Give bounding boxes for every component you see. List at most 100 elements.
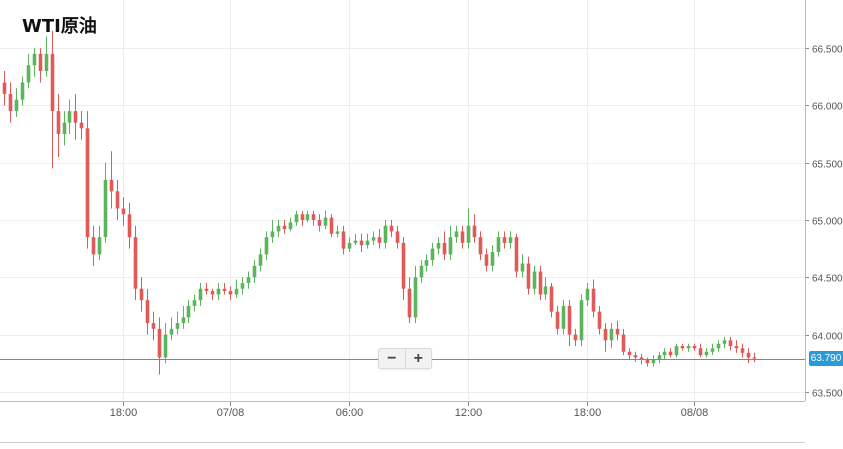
candle-body (407, 288, 412, 318)
candle (538, 265, 543, 301)
candle (127, 202, 132, 249)
y-tick-label: 66.500 (812, 45, 843, 56)
candle (633, 351, 638, 363)
candle (621, 328, 626, 356)
candle-body (282, 225, 287, 230)
candle-body (680, 346, 685, 349)
candle-body (294, 214, 299, 223)
current-price-tag: 63.790 (809, 351, 843, 366)
candle-body (442, 242, 447, 255)
candle-body (484, 254, 489, 266)
candle (734, 340, 739, 353)
candle (532, 265, 537, 295)
candle (335, 225, 340, 238)
candle-body (109, 179, 114, 192)
candle-body (38, 53, 43, 72)
candle (383, 219, 388, 249)
candle (472, 214, 477, 243)
candle (555, 305, 560, 335)
candle (371, 231, 376, 246)
candle (73, 93, 78, 140)
candle-body (371, 237, 376, 241)
candle-body (728, 340, 733, 347)
candle (686, 343, 691, 352)
candle-body (448, 237, 453, 255)
candle (198, 282, 203, 306)
candle-body (466, 225, 471, 243)
zoom-in-button[interactable]: + (404, 349, 432, 368)
candle (448, 225, 453, 261)
candle-body (532, 271, 537, 289)
candle-body (139, 288, 144, 301)
candle (585, 282, 590, 306)
candle-body (198, 288, 203, 301)
candle (424, 254, 429, 272)
candle (579, 294, 584, 347)
candle-body (216, 288, 221, 295)
candle (216, 282, 221, 301)
candle (234, 279, 239, 298)
candle-body (579, 300, 584, 341)
candle (145, 288, 150, 335)
y-tick-label: 65.000 (812, 217, 843, 228)
candle (56, 93, 61, 157)
candle-body (573, 334, 578, 341)
candle-body (514, 237, 519, 272)
x-tick-label: 18:00 (574, 407, 602, 419)
candle (692, 343, 697, 351)
candle (698, 343, 703, 358)
x-tick-label: 08/08 (681, 407, 709, 419)
candle (609, 323, 614, 349)
candle (353, 233, 358, 246)
candle-body (603, 328, 608, 341)
candle (157, 317, 162, 375)
x-tick-label: 06:00 (336, 407, 364, 419)
candle-body (692, 346, 697, 349)
candle (454, 225, 459, 243)
candle (365, 233, 370, 249)
candle-body (305, 214, 310, 220)
candle (14, 88, 19, 117)
candle (466, 208, 471, 249)
candle-body (591, 288, 596, 312)
candle-body (722, 340, 727, 344)
candle (514, 233, 519, 278)
candle (240, 277, 245, 295)
candle (377, 229, 382, 249)
candle-body (103, 179, 108, 238)
candle-body (14, 99, 19, 112)
axes (0, 0, 809, 443)
candle-body (300, 214, 305, 220)
candle (32, 48, 37, 77)
candle (603, 323, 608, 352)
candle-body (353, 240, 358, 243)
candle (674, 343, 679, 358)
candle (740, 343, 745, 358)
zoom-out-button[interactable]: − (387, 349, 397, 367)
candle-body (270, 231, 275, 238)
candle (430, 242, 435, 266)
candle-body (674, 346, 679, 356)
y-tick-label: 64.500 (812, 274, 843, 285)
candle (276, 219, 281, 238)
candle (662, 348, 667, 360)
candle-body (668, 351, 673, 356)
candle (175, 311, 180, 335)
candle (97, 225, 102, 261)
candle-body (186, 305, 191, 318)
candle-body (645, 359, 650, 364)
candle (597, 305, 602, 335)
candle (704, 348, 709, 358)
candle-body (91, 237, 96, 255)
candle (746, 348, 751, 364)
candle-body (359, 240, 364, 246)
candle-body (413, 277, 418, 318)
candle (478, 231, 483, 261)
x-tick-label: 18:00 (110, 407, 138, 419)
candle-body (26, 65, 31, 83)
candle-body (740, 348, 745, 353)
candle-body (50, 53, 55, 112)
candle-body (56, 111, 61, 135)
